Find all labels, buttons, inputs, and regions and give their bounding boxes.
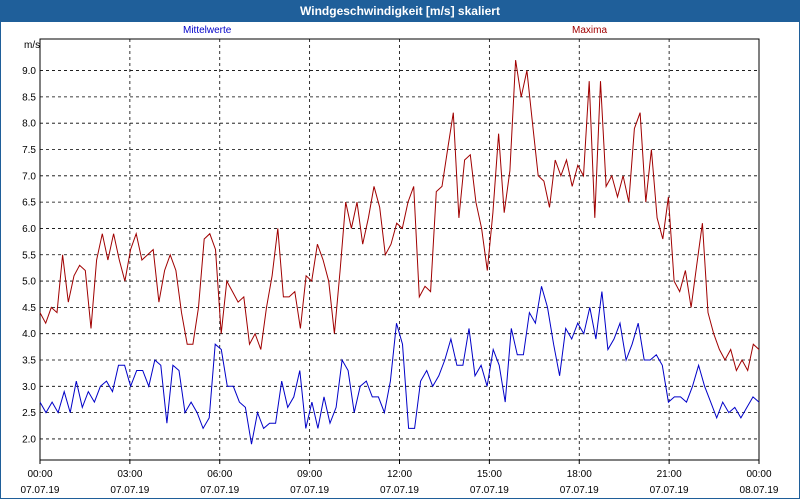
grid-lines xyxy=(40,39,759,460)
y-tick-label: 4.5 xyxy=(22,303,36,314)
x-tick-time: 00:00 xyxy=(746,469,771,480)
x-tick-date: 07.07.19 xyxy=(290,485,329,496)
y-tick-label: 8.5 xyxy=(22,92,36,103)
y-tick-label: 9.0 xyxy=(22,66,36,77)
y-tick-label: 8.0 xyxy=(22,119,36,130)
x-tick-date: 07.07.19 xyxy=(560,485,599,496)
legend-mittelwerte: Mittelwerte xyxy=(183,25,232,36)
x-tick-date: 07.07.19 xyxy=(650,485,689,496)
y-tick-label: 3.0 xyxy=(22,382,36,393)
x-axis: 00:00 07.07.19 03:00 07.07.19 06:00 07.07.19 0… xyxy=(21,460,779,496)
y-tick-label: 7.5 xyxy=(22,145,36,156)
x-tick-date: 08.07.19 xyxy=(740,485,779,496)
y-tick-label: 6.5 xyxy=(22,198,36,209)
x-tick-time: 09:00 xyxy=(297,469,322,480)
x-tick-time: 21:00 xyxy=(657,469,682,480)
y-tick-label: 7.0 xyxy=(22,171,36,182)
y-tick-label: 5.5 xyxy=(22,250,36,261)
x-tick-time: 12:00 xyxy=(387,469,412,480)
x-tick-date: 07.07.19 xyxy=(21,485,60,496)
x-tick-time: 06:00 xyxy=(207,469,232,480)
x-tick-date: 07.07.19 xyxy=(380,485,419,496)
x-tick-date: 07.07.19 xyxy=(470,485,509,496)
y-axis-unit: m/s xyxy=(24,40,40,51)
y-tick-label: 3.5 xyxy=(22,356,36,367)
series-line-maxima xyxy=(39,60,760,372)
x-tick-time: 00:00 xyxy=(27,469,52,480)
window-title: Windgeschwindigkeit [m/s] skaliert xyxy=(0,0,800,22)
y-tick-label: 6.0 xyxy=(22,224,36,235)
x-tick-time: 15:00 xyxy=(477,469,502,480)
series-line-mittelwerte xyxy=(39,286,760,445)
x-tick-date: 07.07.19 xyxy=(110,485,149,496)
y-tick-label: 2.5 xyxy=(22,408,36,419)
y-tick-label: 4.0 xyxy=(22,329,36,340)
x-tick-date: 07.07.19 xyxy=(200,485,239,496)
y-tick-label: 5.0 xyxy=(22,277,36,288)
chart-frame xyxy=(0,22,800,499)
x-tick-time: 18:00 xyxy=(567,469,592,480)
y-tick-label: 2.0 xyxy=(22,434,36,445)
wind-speed-chart: 2.0 2.5 3.0 3.5 4.0 4.5 5.0 5.5 6.0 6.5 7.0 7.5 8.0 8… xyxy=(21,38,779,496)
legend-maxima: Maxima xyxy=(572,25,608,36)
y-axis: 2.0 2.5 3.0 3.5 4.0 4.5 5.0 5.5 6.0 6.5 7.0 7.5 8.0 8… xyxy=(22,40,40,445)
series-lines xyxy=(39,60,760,445)
x-tick-time: 03:00 xyxy=(117,469,142,480)
